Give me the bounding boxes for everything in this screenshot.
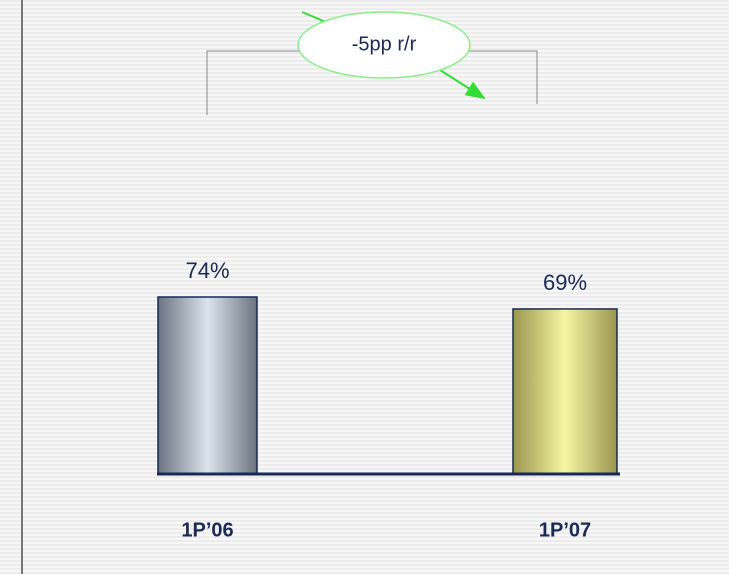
annotation: -5pp r/r xyxy=(352,33,417,55)
bracket xyxy=(468,50,538,104)
annotation-bubble xyxy=(297,11,471,79)
bracket xyxy=(206,50,300,115)
value-label: 74% xyxy=(185,258,229,283)
value-label: 69% xyxy=(543,270,587,295)
bar xyxy=(157,296,258,475)
bar xyxy=(512,308,618,475)
x-tick-label: 1P’07 xyxy=(539,519,591,541)
arrow xyxy=(439,69,486,100)
x-tick-label: 1P’06 xyxy=(181,519,233,541)
